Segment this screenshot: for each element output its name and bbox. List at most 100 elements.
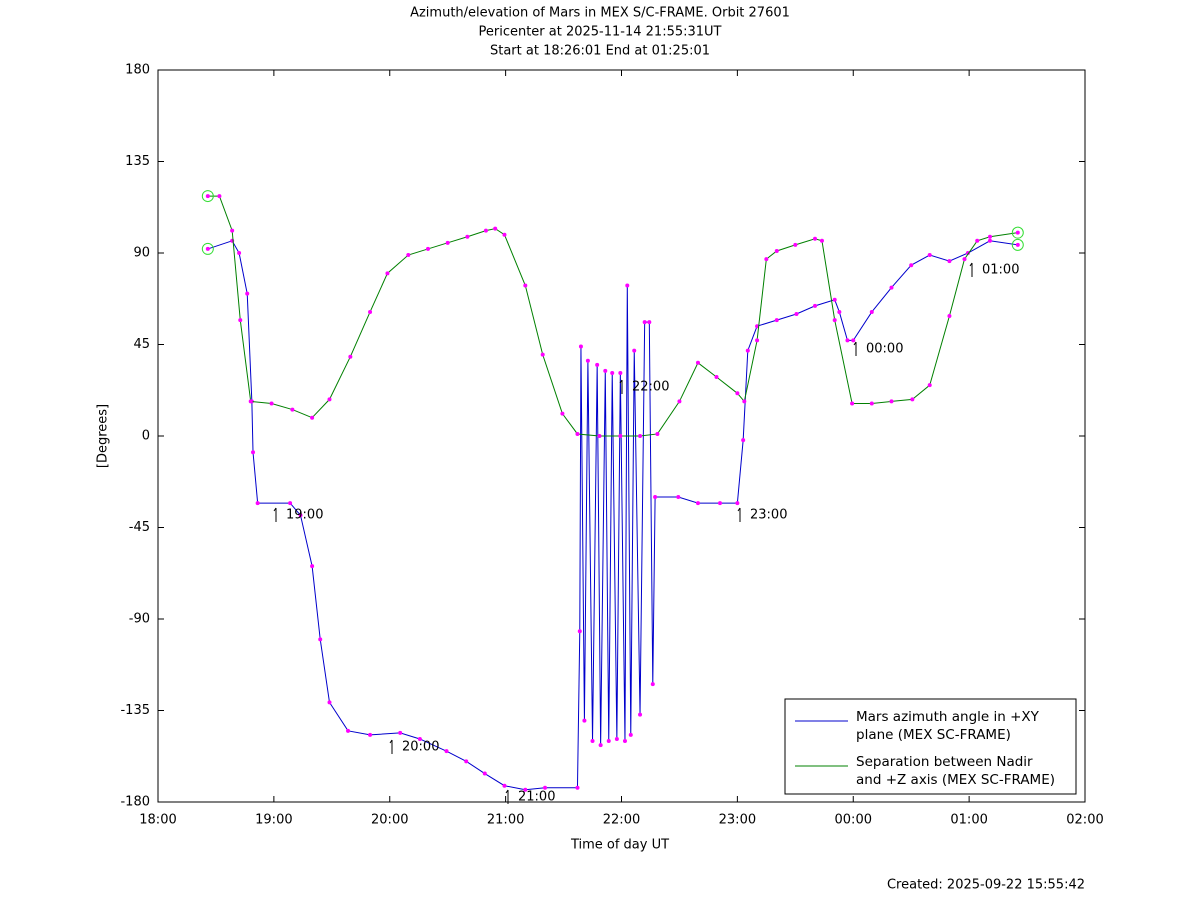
point-marker [813, 236, 818, 241]
point-marker [368, 732, 373, 737]
point-marker [465, 234, 470, 239]
point-marker [269, 401, 274, 406]
point-marker [832, 318, 837, 323]
point-marker [987, 238, 992, 243]
point-marker [735, 501, 740, 506]
point-marker [793, 242, 798, 247]
x-tick-label: 18:00 [139, 813, 176, 828]
point-marker [493, 226, 498, 231]
point-marker [755, 324, 760, 329]
point-marker [502, 232, 507, 237]
x-tick-label: 19:00 [255, 813, 292, 828]
legend-box [784, 698, 1077, 795]
y-tick-label: 180 [125, 63, 150, 78]
point-marker [869, 309, 874, 314]
point-marker [764, 257, 769, 262]
point-marker [575, 785, 580, 790]
point-marker [577, 629, 582, 634]
end-marker [1011, 238, 1024, 251]
point-marker [647, 320, 652, 325]
point-marker [248, 399, 253, 404]
point-marker [837, 309, 842, 314]
point-marker [962, 257, 967, 262]
point-marker [642, 320, 647, 325]
annotation-arrow [737, 507, 741, 512]
point-marker [482, 771, 487, 776]
point-marker [742, 399, 747, 404]
annotation-arrow [273, 507, 277, 512]
point-marker [603, 368, 608, 373]
annotation: 19:00 [286, 508, 323, 523]
y-tick-label: 135 [125, 154, 150, 169]
point-marker [1015, 242, 1020, 247]
point-marker [606, 739, 611, 743]
point-marker [575, 431, 580, 436]
point-marker [947, 314, 952, 319]
point-marker [398, 730, 403, 735]
series-line [207, 240, 1018, 791]
point-marker [614, 736, 619, 741]
annotation: 23:00 [750, 508, 787, 523]
point-marker [618, 370, 623, 375]
annotation-arrow [853, 341, 857, 346]
point-marker [889, 285, 894, 290]
point-marker [927, 253, 932, 258]
point-marker [348, 354, 353, 359]
point-marker [774, 248, 779, 253]
point-marker [523, 787, 528, 792]
point-marker [794, 312, 799, 316]
point-marker [947, 259, 952, 264]
annotation-arrow [619, 379, 623, 384]
point-marker [598, 743, 603, 748]
point-marker [255, 501, 260, 506]
point-marker [755, 338, 760, 343]
legend-label: Separation between Nadir and +Z axis (ME… [856, 754, 1056, 788]
point-marker [632, 348, 637, 353]
y-tick-label: -90 [129, 612, 150, 627]
point-marker [819, 238, 824, 243]
point-marker [676, 495, 681, 499]
point-marker [832, 297, 837, 302]
point-marker [677, 399, 682, 404]
annotation: 00:00 [866, 342, 903, 357]
point-marker [745, 348, 750, 353]
point-marker [889, 399, 894, 404]
point-marker [523, 283, 528, 288]
chart-subtitle: Pericenter at 2025-11-14 21:55:31UT [478, 25, 721, 40]
point-marker [368, 309, 373, 314]
y-tick-label: 0 [142, 429, 150, 444]
point-marker [205, 194, 210, 199]
x-axis-label: Time of day UT [570, 838, 669, 853]
point-marker [850, 401, 855, 406]
annotation: 21:00 [518, 790, 555, 805]
end-marker [1011, 226, 1024, 239]
point-marker [543, 785, 548, 790]
point-marker [327, 397, 332, 402]
end-marker [201, 242, 214, 255]
point-marker [851, 338, 856, 343]
point-marker [444, 749, 449, 754]
point-marker [238, 318, 243, 323]
point-marker [310, 415, 315, 420]
point-marker [869, 401, 874, 406]
point-marker [406, 253, 411, 258]
annotation: 01:00 [982, 263, 1019, 278]
point-marker [655, 431, 660, 436]
point-marker [318, 637, 323, 642]
point-marker [540, 352, 545, 357]
point-marker [1015, 230, 1020, 235]
point-marker [910, 397, 915, 402]
y-tick-label: 45 [133, 337, 150, 352]
point-marker [595, 362, 600, 367]
point-marker [590, 739, 595, 743]
x-tick-label: 02:00 [1066, 813, 1103, 828]
point-marker [741, 438, 746, 443]
point-marker [483, 228, 488, 233]
point-marker [625, 283, 630, 288]
x-tick-label: 22:00 [603, 813, 640, 828]
point-marker [813, 303, 818, 308]
point-marker [975, 238, 980, 243]
end-marker [201, 190, 214, 203]
y-tick-label: -135 [120, 703, 150, 718]
